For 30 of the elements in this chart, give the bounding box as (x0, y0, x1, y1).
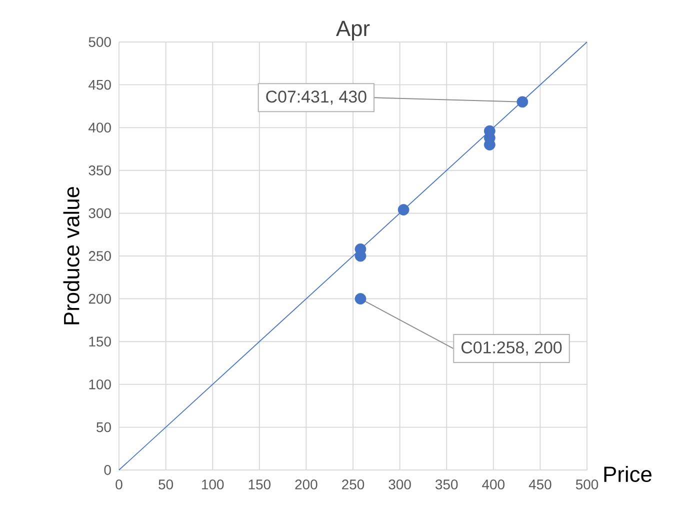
annotation: C07:431, 430 (266, 90, 366, 105)
y-tick-label: 350 (88, 165, 111, 176)
x-tick-label: 250 (342, 480, 364, 490)
y-tick-label: 250 (88, 251, 111, 261)
y-tick-label: 500 (88, 37, 111, 47)
point (398, 204, 410, 216)
x-tick-label: 450 (528, 480, 552, 490)
y-axis-title: Produce value (63, 186, 80, 324)
y-tick-label: 0 (104, 465, 111, 475)
x-tick-label: 100 (202, 480, 224, 490)
x-tick-label: 300 (388, 480, 411, 490)
point (516, 96, 528, 108)
x-tick-label: 350 (435, 480, 458, 490)
y-tick-label: 300 (88, 208, 111, 218)
y-tick-label: 400 (88, 122, 111, 133)
x-tick-label: 400 (482, 480, 504, 490)
annotation: C01:258, 200 (462, 341, 562, 356)
y-tick-label: 50 (96, 422, 111, 432)
y-tick-label: 150 (89, 336, 111, 347)
x-tick-label: 500 (576, 480, 598, 490)
y-tick-label: 100 (89, 379, 111, 390)
x-tick-label: 50 (158, 480, 174, 490)
chart-title: Apr (336, 20, 370, 40)
y-tick-label: 450 (88, 80, 111, 90)
x-tick-label: 0 (116, 480, 122, 490)
x-tick-label: 200 (295, 480, 318, 490)
x-axis-title: Price (604, 466, 652, 482)
point (354, 293, 366, 304)
x-tick-label: 150 (248, 480, 270, 490)
y-tick-label: 200 (88, 294, 111, 304)
